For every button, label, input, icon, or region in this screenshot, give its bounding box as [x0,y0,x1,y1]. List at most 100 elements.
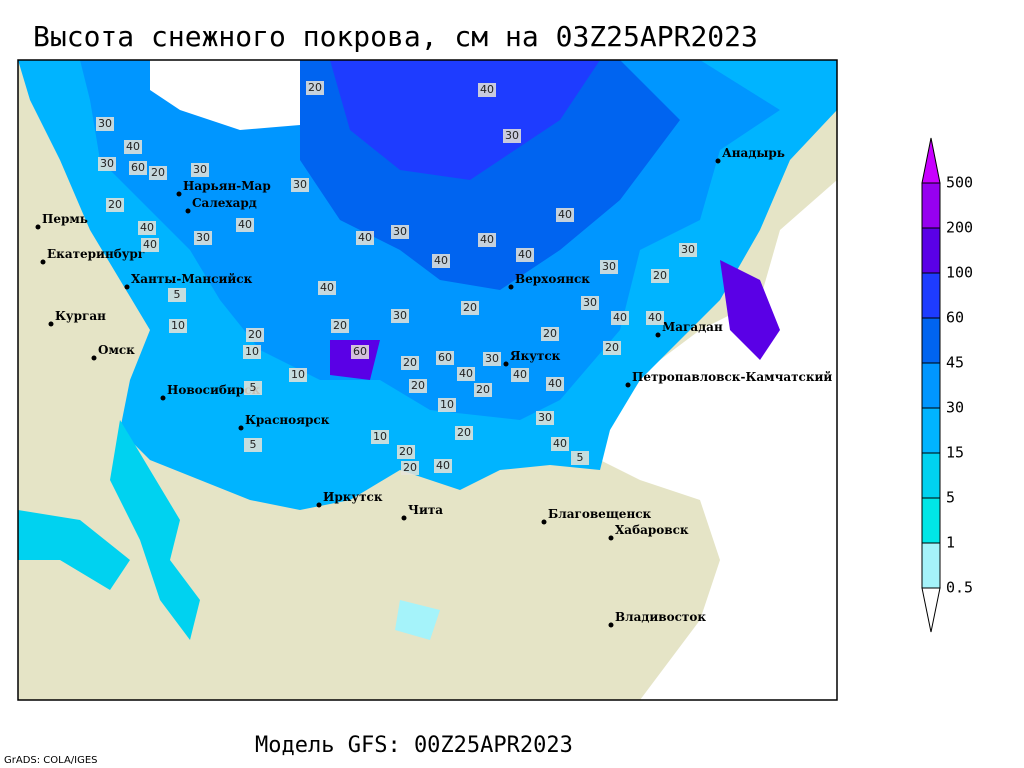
city-dot [48,321,54,327]
contour-label: 20 [308,81,322,94]
contour-label-box [391,309,409,323]
contour-label: 30 [393,225,407,238]
contour-label-box [169,319,187,333]
contour-label-box [600,260,618,274]
city-dot [608,535,614,541]
ocean [600,180,837,700]
contour-label: 20 [399,445,413,458]
contour-label-box [551,437,569,451]
contour-label: 30 [485,352,499,365]
contour-label-box [331,319,349,333]
contour-layer: 20 40 30 30 40 20 40 30 60 30 20 40 30 40 40 30 40 40 20 30… [96,81,697,475]
city-dot [160,395,166,401]
city-label: Владивосток [615,610,706,624]
contour-label: 5 [174,288,181,301]
contour-label: 10 [440,398,454,411]
colorbar-label: 1 [946,534,955,552]
city-label: Петропавловск-Камчатский [632,370,832,384]
colorbar-label: 30 [946,399,964,417]
city-dot [185,208,191,214]
colorbar-segment [921,182,941,229]
contour-label: 30 [393,309,407,322]
contour-label: 20 [411,379,425,392]
city-label: Верхоянск [515,272,590,286]
map-frame [17,59,838,701]
contour-label: 10 [373,430,387,443]
contour-label: 40 [513,368,527,381]
contour-label-box [536,411,554,425]
contour-label-box [246,328,264,342]
contour-label-box [438,398,456,412]
contour-label-box [401,356,419,370]
contour-label-box [124,140,142,154]
contour-label: 40 [238,218,252,231]
contour-label: 30 [98,117,112,130]
snow-5 [110,420,200,640]
city-dot [35,224,41,230]
city-label: Магадан [662,320,723,334]
contour-label-box [434,459,452,473]
contour-label: 10 [171,319,185,332]
contour-label-box [556,208,574,222]
contour-label-box [106,198,124,212]
colorbar-label: 200 [946,219,973,237]
contour-label: 20 [457,426,471,439]
city-label: Хабаровск [615,523,689,537]
contour-label-box [401,461,419,475]
contour-label: 20 [476,383,490,396]
colorbar-label: 45 [946,354,964,372]
contour-label: 40 [358,231,372,244]
contour-label-box [168,288,186,302]
contour-label-box [149,166,167,180]
contour-label-box [289,368,307,382]
contour-label-box [129,161,147,175]
contour-label: 40 [143,238,157,251]
contour-label-box [191,163,209,177]
contour-label: 40 [648,311,662,324]
contour-label: 5 [577,451,584,464]
contour-label-box [651,269,669,283]
city-dot [40,259,46,265]
contour-label: 30 [293,178,307,191]
contour-label-box [503,129,521,143]
contour-label-box [679,243,697,257]
contour-label-box [581,296,599,310]
city-dot [715,158,721,164]
contour-label: 30 [602,260,616,273]
contour-label-box [356,231,374,245]
contour-label-box [98,157,116,171]
city-label: Екатеринбург [47,247,145,261]
city-label: Благовещенск [548,507,652,521]
contour-label: 40 [140,221,154,234]
contour-label: 20 [248,328,262,341]
contour-label-box [306,81,324,95]
contour-label: 20 [605,341,619,354]
contour-label: 60 [438,351,452,364]
contour-label-box [455,426,473,440]
contour-label: 40 [553,437,567,450]
contour-label: 30 [196,231,210,244]
contour-label-box [611,311,629,325]
contour-label: 5 [250,381,257,394]
contour-label-box [432,254,450,268]
contour-label-box [511,368,529,382]
contour-label: 60 [131,161,145,174]
contour-label: 40 [480,83,494,96]
colorbar-segment [921,497,941,544]
colorbar-segment [921,407,941,454]
city-label: Ханты-Мансийск [131,272,253,286]
contour-label: 20 [403,356,417,369]
city-dot [91,355,97,361]
city-label: Якутск [510,349,561,363]
colorbar-label: 100 [946,264,973,282]
city-label: Салехард [192,196,257,210]
title: Высота снежного покрова, см на 03Z25APR2… [33,20,758,53]
contour-label: 10 [291,368,305,381]
city-label: Иркутск [323,490,383,504]
city-dot [176,191,182,197]
contour-label: 20 [108,198,122,211]
city-dot [124,284,130,290]
city-dot [541,519,547,525]
city-dot [316,502,322,508]
